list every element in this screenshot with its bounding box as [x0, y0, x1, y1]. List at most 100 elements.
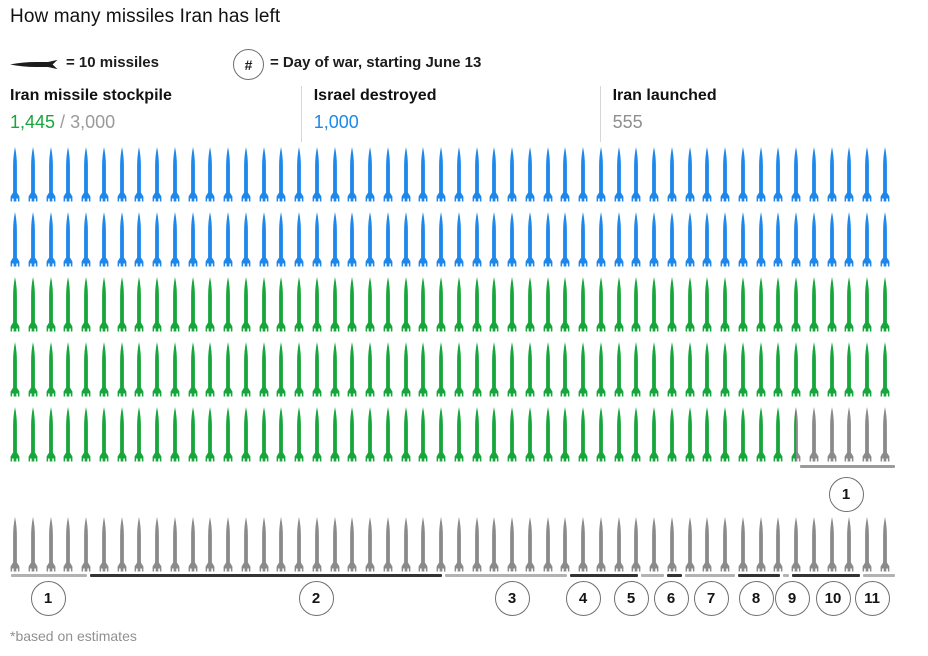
missile-icon — [543, 147, 553, 202]
missile-icon — [507, 212, 517, 267]
missile-icon-half-launched — [791, 407, 801, 462]
missile-row — [0, 517, 928, 572]
missile-icon — [773, 342, 783, 397]
missile-icon — [312, 147, 322, 202]
missile-icon — [152, 212, 162, 267]
missile-icon — [472, 147, 482, 202]
missile-icon — [827, 147, 837, 202]
missile-icon — [862, 147, 872, 202]
missile-icon — [578, 147, 588, 202]
missile-icon — [756, 277, 766, 332]
missile-icon — [418, 407, 428, 462]
missile-icon — [454, 212, 464, 267]
missile-icon — [241, 407, 251, 462]
missile-icon — [365, 342, 375, 397]
missile-icon — [259, 212, 269, 267]
missile-icon — [241, 212, 251, 267]
missile-icon — [347, 277, 357, 332]
missile-icon — [294, 147, 304, 202]
missile-icon — [578, 407, 588, 462]
missile-icon — [10, 342, 20, 397]
missile-icon — [170, 407, 180, 462]
missile-icon — [844, 212, 854, 267]
missile-icon — [844, 407, 854, 462]
missile-icon — [10, 147, 20, 202]
day-circle: 8 — [738, 580, 774, 616]
missile-icon — [46, 277, 56, 332]
missile-icon — [152, 342, 162, 397]
missile-icon — [738, 342, 748, 397]
missile-icon — [525, 147, 535, 202]
missile-icon — [809, 342, 819, 397]
missile-icon — [259, 277, 269, 332]
missile-icon — [489, 212, 499, 267]
missile-icon — [259, 147, 269, 202]
stat-launched: Iran launched 555 — [599, 86, 918, 142]
missile-icon — [614, 342, 624, 397]
missile-icon — [276, 147, 286, 202]
missile-icon — [667, 342, 677, 397]
missile-icon — [365, 517, 375, 572]
missile-icon — [827, 277, 837, 332]
missile-icon — [631, 342, 641, 397]
missile-icon — [312, 212, 322, 267]
missile-icon — [649, 342, 659, 397]
missile-icon — [170, 277, 180, 332]
missile-icon — [347, 147, 357, 202]
missile-icon — [436, 147, 446, 202]
day-circle: 10 — [815, 580, 851, 616]
missile-icon — [489, 147, 499, 202]
missile-icon — [649, 147, 659, 202]
missile-icon — [28, 147, 38, 202]
missile-icon — [827, 517, 837, 572]
missile-icon — [614, 147, 624, 202]
missile-icon — [63, 517, 73, 572]
missile-icon — [401, 407, 411, 462]
missile-icon — [223, 407, 233, 462]
missile-icon — [63, 147, 73, 202]
missile-icon — [720, 277, 730, 332]
missile-icon — [862, 212, 872, 267]
missile-icon — [117, 407, 127, 462]
missile-icon — [117, 342, 127, 397]
missile-icon — [63, 407, 73, 462]
missile-icon — [347, 212, 357, 267]
missile-icon — [312, 407, 322, 462]
missile-icon — [241, 342, 251, 397]
stat-launched-label: Iran launched — [612, 87, 717, 104]
missile-icon — [134, 147, 144, 202]
missile-icon — [756, 407, 766, 462]
missile-icon — [791, 147, 801, 202]
missile-icon — [454, 277, 464, 332]
missile-icon — [738, 407, 748, 462]
missile-icon — [596, 342, 606, 397]
missile-row — [0, 212, 928, 267]
missile-icon — [241, 517, 251, 572]
missile-icon — [809, 147, 819, 202]
missile-icon — [614, 407, 624, 462]
day-bracket — [10, 574, 88, 577]
missile-icon — [756, 212, 766, 267]
missile-icon — [276, 342, 286, 397]
missile-icon — [880, 517, 890, 572]
missile-icon — [560, 277, 570, 332]
missile-icon — [720, 212, 730, 267]
missile-icon — [223, 212, 233, 267]
missile-row — [0, 342, 928, 397]
day-circle: 6 — [653, 580, 689, 616]
missile-icon — [46, 517, 56, 572]
missile-icon — [188, 517, 198, 572]
day-bracket — [667, 574, 682, 577]
chart-title: How many missiles Iran has left — [10, 6, 281, 27]
missile-icon — [436, 277, 446, 332]
missile-icon — [330, 277, 340, 332]
stockpile-remaining: 1,445 — [10, 112, 56, 132]
missile-icon — [365, 277, 375, 332]
missile-icon — [844, 342, 854, 397]
missile-icon — [152, 517, 162, 572]
missile-icon — [294, 277, 304, 332]
missile-icon — [436, 517, 446, 572]
missile-icon — [543, 212, 553, 267]
missile-icon — [578, 342, 588, 397]
missile-icon — [738, 277, 748, 332]
